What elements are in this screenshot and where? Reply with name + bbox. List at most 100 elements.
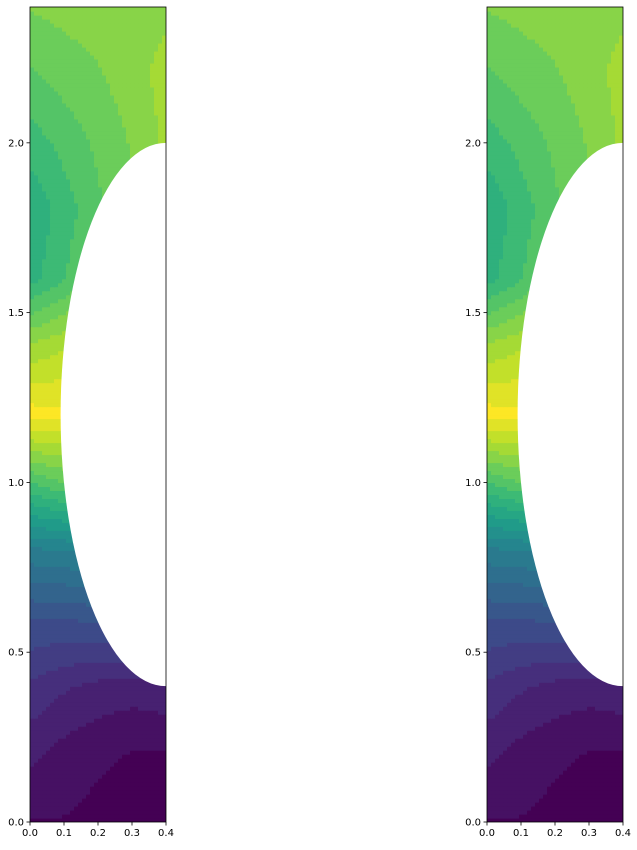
contour-cell bbox=[98, 758, 103, 763]
contour-cell bbox=[138, 786, 143, 791]
contour-cell bbox=[30, 314, 35, 320]
contour-cell bbox=[142, 730, 147, 735]
contour-cell bbox=[134, 770, 139, 775]
contour-cell bbox=[86, 774, 91, 779]
contour-cell bbox=[46, 282, 51, 288]
contour-cell bbox=[110, 782, 115, 787]
contour-cell bbox=[46, 470, 51, 476]
contour-cell bbox=[58, 506, 63, 511]
contour-cell bbox=[50, 378, 55, 384]
contour-cell bbox=[66, 270, 71, 276]
contour-cell bbox=[62, 678, 67, 683]
contour-cell bbox=[134, 778, 139, 783]
contour-cell bbox=[162, 698, 166, 703]
contour-cell bbox=[70, 234, 75, 240]
contour-cell bbox=[58, 578, 63, 583]
contour-cell bbox=[134, 730, 139, 735]
contour-cell bbox=[94, 806, 99, 811]
contour-cell bbox=[82, 698, 87, 703]
contour-cell bbox=[34, 638, 39, 643]
contour-cell bbox=[70, 254, 75, 260]
contour-cell bbox=[134, 786, 139, 791]
contour-cell bbox=[134, 790, 139, 795]
contour-cell bbox=[138, 710, 143, 715]
contour-cell bbox=[110, 818, 115, 822]
contour-cell bbox=[66, 798, 71, 803]
contour-cell bbox=[150, 686, 155, 691]
contour-cell bbox=[114, 762, 119, 767]
contour-cell bbox=[106, 710, 111, 715]
contour-cell bbox=[146, 698, 151, 703]
contour-cell bbox=[126, 778, 131, 783]
contour-cell bbox=[58, 470, 63, 476]
contour-cell bbox=[34, 490, 39, 496]
contour-cell bbox=[62, 742, 67, 747]
contour-cell bbox=[62, 806, 67, 811]
contour-cell bbox=[38, 378, 43, 384]
contour-cell bbox=[70, 650, 75, 655]
contour-cell bbox=[110, 762, 115, 767]
contour-cell bbox=[158, 702, 163, 707]
contour-cell bbox=[66, 722, 71, 727]
contour-cell bbox=[34, 406, 39, 412]
contour-cell bbox=[98, 682, 103, 687]
contour-cell bbox=[50, 506, 55, 511]
contour-cell bbox=[82, 670, 87, 675]
contour-cell bbox=[42, 390, 47, 396]
contour-cell bbox=[42, 662, 47, 667]
contour-cell bbox=[82, 754, 87, 759]
contour-cell bbox=[118, 810, 123, 815]
contour-cell bbox=[38, 522, 43, 527]
contour-cell bbox=[162, 806, 166, 811]
contour-cell bbox=[70, 798, 75, 803]
contour-cell bbox=[154, 786, 159, 791]
contour-cell bbox=[46, 590, 51, 595]
contour-cell bbox=[66, 810, 71, 815]
contour-cell bbox=[94, 810, 99, 815]
contour-cell bbox=[30, 482, 35, 488]
contour-cell bbox=[162, 770, 166, 775]
contour-cell bbox=[126, 710, 131, 715]
contour-cell bbox=[34, 458, 39, 464]
contour-cell bbox=[58, 482, 63, 488]
contour-cell bbox=[66, 818, 71, 822]
contour-cell bbox=[50, 794, 55, 799]
contour-cell bbox=[102, 798, 107, 803]
contour-cell bbox=[86, 742, 91, 747]
contour-cell bbox=[58, 446, 63, 452]
contour-cell bbox=[110, 730, 115, 735]
contour-cell bbox=[62, 666, 67, 671]
contour-cell bbox=[54, 746, 59, 751]
contour-cell bbox=[130, 774, 135, 779]
contour-cell bbox=[70, 558, 75, 563]
contour-cell bbox=[34, 654, 39, 659]
contour-cell bbox=[38, 734, 43, 739]
contour-cell bbox=[102, 746, 107, 751]
contour-cell bbox=[34, 402, 39, 408]
contour-cell bbox=[46, 458, 51, 464]
contour-cell bbox=[78, 582, 83, 587]
contour-cell bbox=[62, 562, 67, 567]
contour-cell bbox=[34, 494, 39, 499]
contour-cell bbox=[66, 278, 71, 284]
contour-cell bbox=[82, 710, 87, 715]
contour-cell bbox=[46, 594, 51, 599]
contour-cell bbox=[62, 754, 67, 759]
contour-cell bbox=[42, 558, 47, 563]
contour-cell bbox=[146, 818, 151, 822]
contour-cell bbox=[58, 498, 63, 503]
contour-cell bbox=[150, 694, 155, 699]
contour-cell bbox=[134, 694, 139, 699]
contour-cell bbox=[42, 570, 47, 575]
contour-cell bbox=[102, 734, 107, 739]
contour-cell bbox=[102, 730, 107, 735]
contour-cell bbox=[106, 770, 111, 775]
contour-cell bbox=[38, 242, 43, 248]
contour-cell bbox=[34, 250, 39, 256]
contour-cell bbox=[146, 718, 151, 723]
contour-cell bbox=[42, 650, 47, 655]
contour-cell bbox=[34, 786, 39, 791]
contour-cell bbox=[30, 310, 35, 316]
contour-cell bbox=[62, 594, 67, 599]
contour-cell bbox=[122, 722, 127, 727]
